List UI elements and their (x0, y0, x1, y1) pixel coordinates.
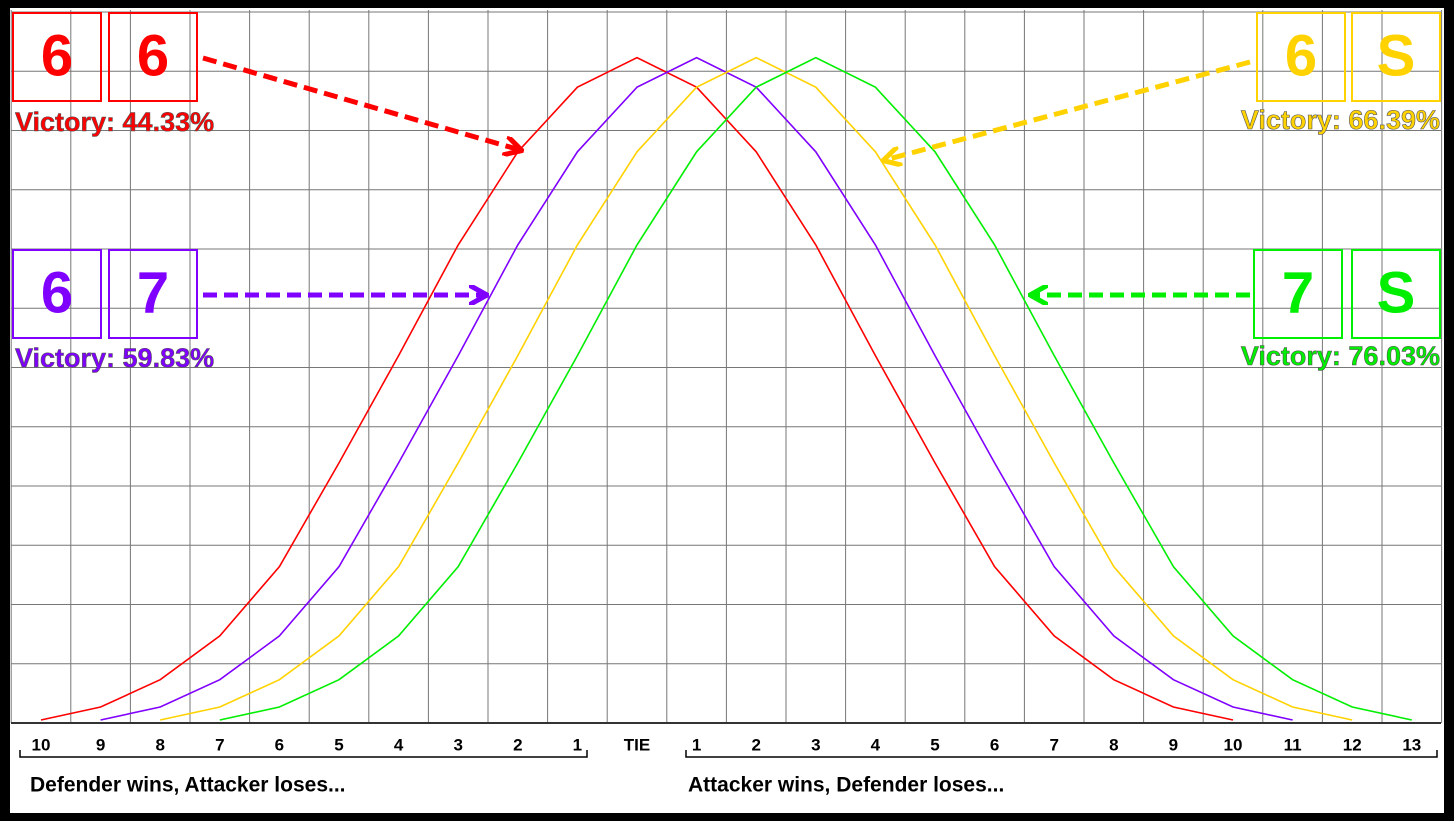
x-tick-label: 3 (453, 735, 462, 754)
box-label: 7 (137, 260, 169, 325)
x-tick-label: 8 (1109, 735, 1118, 754)
series-line (160, 56, 1353, 721)
canvas (10, 8, 1444, 813)
bracket (19, 750, 588, 758)
box-label: 6 (41, 260, 73, 325)
x-tick-label: 4 (871, 735, 881, 754)
x-tick-label: 13 (1402, 735, 1421, 754)
x-tick-label: 1 (573, 735, 582, 754)
x-tick-label: 2 (751, 735, 760, 754)
x-tick-label: 9 (96, 735, 105, 754)
label-box (1256, 12, 1346, 102)
box-label: 6 (1285, 23, 1317, 88)
series-line (219, 56, 1412, 721)
x-tick-label: TIE (624, 735, 650, 754)
arrow (202, 55, 520, 150)
box-label: 6 (137, 23, 169, 88)
x-tick-label: 2 (513, 735, 522, 754)
victory-label: Victory: 66.39% (1241, 105, 1440, 135)
label-box (108, 249, 198, 339)
x-tick-label: 12 (1343, 735, 1362, 754)
victory-label: Victory: 76.03% (1241, 341, 1440, 371)
bracket (685, 750, 1438, 758)
x-tick-label: 3 (811, 735, 820, 754)
box-label: S (1377, 23, 1416, 88)
victory-label: Victory: 44.33% (15, 107, 214, 137)
x-tick-label: 11 (1284, 735, 1302, 754)
box-label: S (1377, 260, 1416, 325)
x-tick-label: 1 (692, 735, 701, 754)
x-tick-label: 6 (275, 735, 284, 754)
label-box (12, 12, 102, 102)
x-tick-label: 7 (1049, 735, 1058, 754)
x-axis-label: Defender wins, Attacker loses... (30, 774, 346, 797)
series-line (100, 56, 1293, 721)
label-box (108, 12, 198, 102)
x-tick-label: 10 (32, 735, 51, 754)
box-label: 6 (41, 23, 73, 88)
x-tick-label: 6 (990, 735, 999, 754)
box-label: 7 (1282, 260, 1314, 325)
x-tick-label: 5 (930, 735, 939, 754)
label-box (1351, 249, 1441, 339)
x-tick-label: 7 (215, 735, 224, 754)
x-tick-label: 10 (1224, 735, 1243, 754)
label-box (1351, 12, 1441, 102)
x-axis-label: Attacker wins, Defender loses... (688, 774, 1004, 797)
x-tick-label: 9 (1169, 735, 1178, 754)
x-tick-label: 5 (334, 735, 343, 754)
label-box (12, 249, 102, 339)
x-tick-label: 8 (155, 735, 164, 754)
x-tick-label: 4 (394, 735, 404, 754)
series-line (40, 56, 1234, 721)
label-box (1253, 249, 1343, 339)
victory-label: Victory: 59.83% (15, 343, 214, 373)
